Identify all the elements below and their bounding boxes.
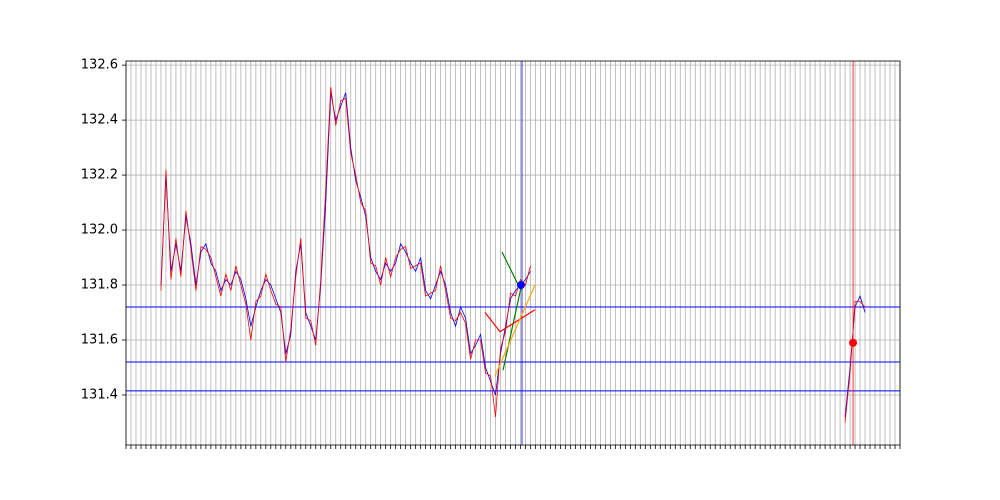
overlay-line (494, 284, 536, 376)
y-tick-label: 132.6 (81, 58, 118, 73)
y-tick-label: 132.0 (81, 223, 118, 238)
y-tick-label: 132.4 (81, 113, 118, 128)
overlay-line (502, 287, 522, 371)
y-tick-label: 131.4 (81, 387, 118, 402)
y-tick-label: 131.6 (81, 332, 118, 347)
plot-frame (125, 60, 901, 446)
price-line (160, 87, 866, 423)
marker (516, 281, 525, 290)
overlay-line (484, 309, 536, 333)
plot-area (126, 61, 900, 445)
y-tick-label: 132.2 (81, 168, 118, 183)
y-tick-label: 131.8 (81, 278, 118, 293)
marker (849, 338, 858, 347)
